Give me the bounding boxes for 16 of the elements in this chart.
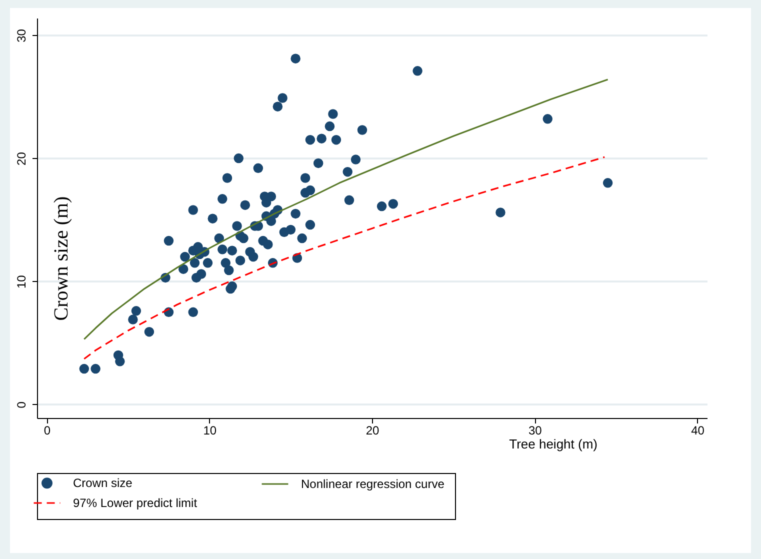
legend-label: Nonlinear regression curve — [301, 477, 445, 491]
y-tick-label: 0 — [14, 401, 28, 408]
x-tick-label: 20 — [366, 424, 380, 438]
x-tick-label: 30 — [528, 424, 542, 438]
x-axis-title: Tree height (m) — [509, 436, 598, 452]
x-tick-label: 40 — [691, 424, 705, 438]
y-axis-title: Crown size (m) — [50, 196, 72, 321]
legend-label: Crown size — [73, 476, 133, 490]
line-series — [83, 78, 609, 340]
legend-label: 97% Lower predict limit — [73, 496, 198, 510]
x-tick-label: 10 — [203, 424, 217, 438]
x-tick-label: 0 — [44, 424, 51, 438]
y-tick-label: 20 — [14, 152, 28, 166]
y-tick-label: 10 — [14, 274, 28, 289]
y-tick-label: 30 — [14, 28, 28, 42]
line-series — [83, 156, 606, 360]
